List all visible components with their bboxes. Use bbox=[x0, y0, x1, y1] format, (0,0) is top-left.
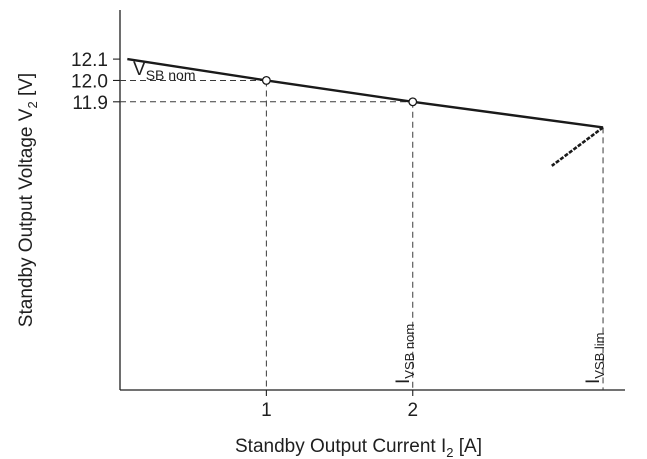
y-tick-label-2: 11.9 bbox=[72, 93, 108, 114]
point-marker-1 bbox=[408, 97, 418, 107]
ivsb-nom-label-sub: VSB nom bbox=[402, 324, 417, 379]
ivsb-lim-label: IVSB lim bbox=[583, 332, 607, 384]
ivsb-nom-label-main: I bbox=[393, 379, 414, 384]
x-axis-title: Standby Output Current I2 [A] bbox=[235, 436, 482, 459]
foldback-segment bbox=[551, 126, 604, 167]
y-axis-title-main: Standby Output Voltage V bbox=[16, 108, 37, 327]
x-axis-title-unit: [A] bbox=[453, 436, 482, 457]
ivsb-nom-label: IVSB nom bbox=[393, 324, 417, 384]
y-axis-title-sub: 2 bbox=[25, 101, 40, 108]
ivsb-lim-label-main: I bbox=[583, 379, 604, 384]
vsb-nom-label: VSB nom bbox=[133, 59, 196, 83]
x-axis-title-sub: 2 bbox=[446, 445, 453, 459]
y-axis-title-unit: [V] bbox=[16, 73, 37, 102]
x-tick-label-1: 2 bbox=[407, 400, 418, 421]
vsb-nom-label-sub: SB nom bbox=[146, 67, 196, 83]
ivsb-lim-label-sub: VSB lim bbox=[592, 332, 607, 378]
y-axis-title: Standby Output Voltage V2 [V] bbox=[16, 73, 40, 327]
y-tick-label-0: 12.1 bbox=[71, 50, 108, 71]
vsb-nom-label-main: V bbox=[133, 59, 146, 80]
x-axis-title-main: Standby Output Current I bbox=[235, 436, 446, 457]
y-tick-label-1: 12.0 bbox=[71, 71, 108, 92]
x-tick-label-0: 1 bbox=[261, 400, 272, 421]
point-marker-0 bbox=[261, 75, 271, 85]
series-line bbox=[127, 57, 604, 129]
